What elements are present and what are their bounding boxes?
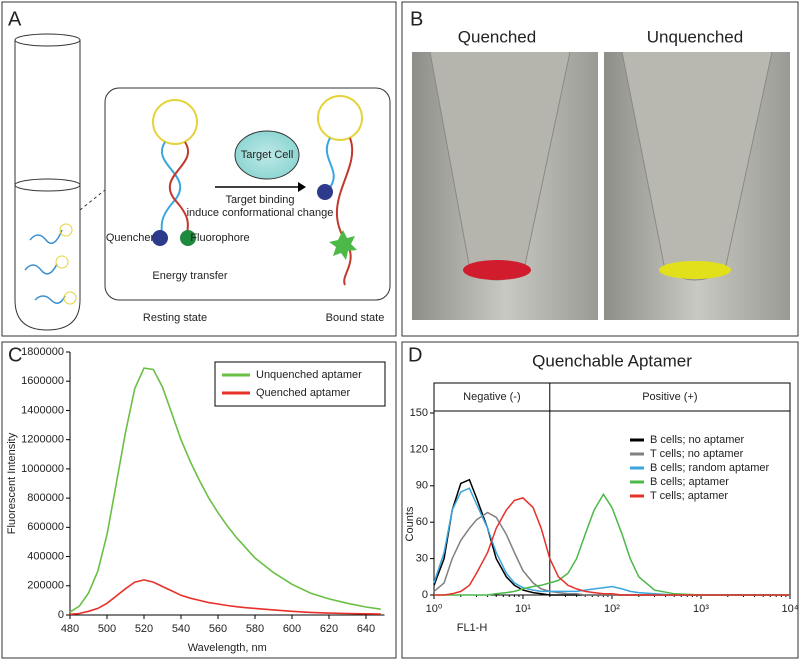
legend-label: T cells; aptamer [650,490,728,502]
x-tick-label: 540 [172,623,190,635]
y-tick-label: 30 [416,553,428,565]
quencher-label: Quencher [106,232,155,244]
y-tick-label: 150 [410,407,428,419]
panel-label: A [8,8,22,30]
series-line [434,497,790,596]
tube-rim [14,33,81,47]
x-tick-label: 10¹ [515,603,531,615]
y-tick-label: 400000 [27,550,64,562]
aptamer-strand [168,141,189,237]
y-tick-label: 1800000 [21,346,64,358]
legend-box [214,361,386,407]
x-tick-label: 10³ [693,603,709,615]
region-label: Positive (+) [642,391,697,403]
photo-caption: Unquenched [647,27,743,46]
arrow-label: Target binding [225,194,294,206]
y-tick-label: 0 [422,589,428,601]
state-label: Resting state [143,312,207,324]
x-tick-label: 500 [98,623,116,635]
legend-label: B cells; random aptamer [650,462,770,474]
chart-title: Quenchable Aptamer [532,351,692,370]
x-axis-label: Wavelength, nm [188,642,267,654]
y-axis-label: Counts [404,506,416,541]
arrow-head [298,182,306,192]
fluorescence-burst [329,230,357,260]
y-tick-label: 0 [58,609,64,621]
series-line [69,367,381,613]
zoom-line [79,189,106,211]
x-tick-label: 580 [246,623,264,635]
x-tick-label: 10² [604,603,620,615]
region-label: Negative (-) [463,391,520,403]
arrow-sublabel: induce conformational change [187,207,334,219]
mini-aptamers [24,229,66,304]
state-label: Bound state [326,312,385,324]
y-tick-label: 600000 [27,521,64,533]
panel-frame [401,341,799,659]
aptamer-strand [159,141,182,237]
plot-frame [433,382,791,596]
y-tick-label: 800000 [27,492,64,504]
legend-label: B cells; aptamer [650,476,729,488]
energy-transfer-label: Energy transfer [152,270,228,282]
legend-label: Quenched aptamer [256,387,351,399]
panel-label: D [408,344,422,366]
x-tick-label: 520 [135,623,153,635]
y-tick-label: 200000 [27,580,64,592]
series-line [433,478,790,596]
y-axis-label: Fluorescent Intensity [6,432,18,534]
photo-caption: Quenched [458,27,536,46]
aptamer-strand [325,137,335,191]
y-tick-label: 60 [416,516,428,528]
panel-frame [1,341,397,659]
aptamer-strand [335,137,354,286]
x-tick-label: 600 [283,623,301,635]
mini-loops [55,223,77,305]
x-tick-label: 560 [209,623,227,635]
target-cell-label: Target Cell [241,149,294,161]
quencher-dot [152,230,168,246]
y-tick-label: 1600000 [21,375,64,387]
panel-label: C [8,344,22,366]
aptamer-loop [317,95,363,141]
y-tick-label: 1400000 [21,404,64,416]
panel-frame [401,1,799,337]
x-tick-label: 10⁴ [782,603,799,615]
zoom-box [104,87,391,301]
legend-label: Unquenched aptamer [256,369,362,381]
series-line [433,487,790,596]
x-tick-label: 480 [61,623,79,635]
series-line [434,492,790,596]
y-tick-label: 1000000 [21,463,64,475]
x-axis-label: FL1-H [457,622,488,634]
aptamer-loop [152,99,198,145]
tube [14,40,81,331]
quencher-dot [317,184,333,200]
panel-label: B [410,8,423,30]
x-tick-label: 620 [320,623,338,635]
liquid-red [463,260,531,280]
y-tick-label: 1200000 [21,434,64,446]
target-cell [234,130,300,180]
y-tick-label: 90 [416,480,428,492]
liquid-surface [14,178,81,192]
legend-label: B cells; no aptamer [650,434,744,446]
x-tick-label: 640 [357,623,375,635]
y-tick-label: 120 [410,443,428,455]
x-tick-label: 10⁰ [426,603,443,615]
legend-label: T cells; no aptamer [650,448,744,460]
fluorophore-label: Fluorophore [190,232,249,244]
series-line [69,579,381,616]
panel-frame [1,1,397,337]
fluorophore-dot [180,230,196,246]
liquid-yellow [659,261,731,279]
